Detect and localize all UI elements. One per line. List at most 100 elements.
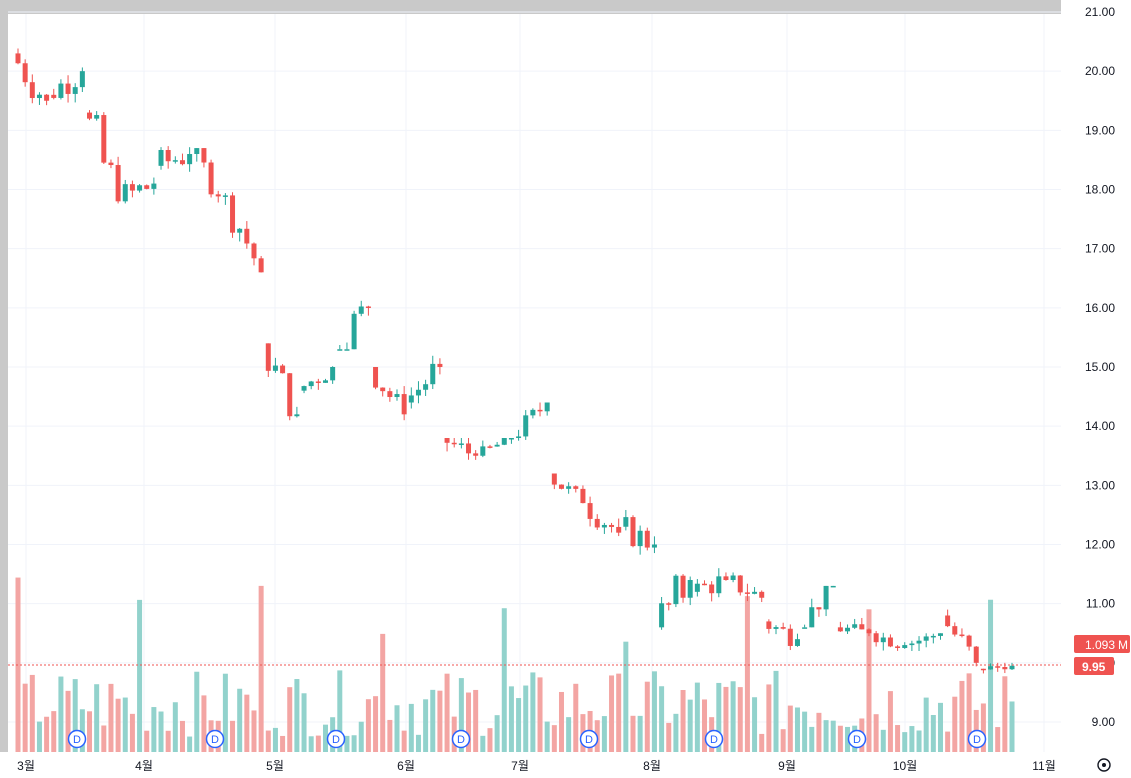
candle-body [945,615,951,627]
volume-bar [666,722,672,752]
candle-body [673,575,679,605]
dividend-marker[interactable]: D [326,729,346,749]
candle-body [408,395,414,403]
candle-body [137,185,143,191]
price-label: 21.00 [1085,5,1115,19]
candle-body [308,381,314,387]
month-label: 8월 [643,759,661,773]
candle-body [980,668,986,671]
dividend-marker[interactable]: D [67,729,87,749]
volume-bar [187,736,193,752]
volume-bar [351,735,357,752]
volume-bar [280,735,286,752]
volume-bar [909,726,915,752]
volume-bar [144,730,150,752]
month-label: 5월 [266,759,284,773]
volume-bar [258,585,264,752]
volume-bar [466,692,472,752]
volume-bar [866,609,872,752]
candle-body [115,165,121,202]
volume-bar [702,699,708,752]
candle-body [315,381,321,383]
candle-body [623,517,629,527]
candle-body [680,575,686,598]
volume-bar [630,715,636,752]
candle-body [909,643,915,646]
candle-body [108,162,114,166]
volume-bar [458,678,464,752]
candle-body [845,627,851,632]
dividend-marker[interactable]: D [451,729,471,749]
dividend-marker[interactable]: D [205,729,225,749]
candle-body [816,607,822,610]
plot-area[interactable] [8,14,1061,752]
price-label: 14.00 [1085,419,1115,433]
candle-body [51,94,57,98]
candle-body [644,530,650,548]
candle-body [122,184,128,202]
time-axis-labels: 3월 4월 5월 6월 7월 8월 9월 10월 11월 [17,759,1056,773]
candle-body [523,415,529,437]
candle-body [158,150,164,166]
settings-button[interactable] [1097,758,1111,772]
volume-bar [94,684,100,752]
candle-body [29,82,35,99]
volume-bar [1009,701,1015,752]
price-label: 12.00 [1085,538,1115,552]
gear-icon[interactable] [1097,758,1111,772]
dividend-marker[interactable]: D [967,729,987,749]
candle-body [72,87,78,94]
candle-body [916,640,922,644]
candle-body [487,446,493,448]
volume-bar [694,682,700,752]
candle-body [22,63,28,83]
candle-body [516,436,522,438]
volume-bar [794,707,800,752]
volume-bar [930,714,936,752]
candle-body [473,453,479,456]
volume-bar [44,716,50,752]
volume-bar [308,736,314,752]
volume-bar [87,711,93,752]
candle-body [337,349,343,351]
volume-bar [79,709,85,752]
candle-body [358,306,364,314]
volume-bar [945,731,951,752]
volume-bar [730,681,736,752]
candle-body [773,627,779,629]
price-label: 11.00 [1086,597,1115,611]
volume-bar [494,715,500,752]
month-label: 4월 [135,759,153,773]
candle-body [616,526,622,533]
volume-bar [230,720,236,752]
dividend-marker[interactable]: D [704,729,724,749]
volume-bar [637,715,643,752]
volume-bar [902,732,908,752]
volume-bar [887,691,893,752]
volume-bar [194,671,200,752]
dividend-marker[interactable]: D [847,729,867,749]
volume-bar [72,679,78,752]
volume-bar [322,724,328,752]
price-label: 17.00 [1085,242,1115,256]
dividend-marker-circle [704,729,724,749]
volume-bar [530,672,536,752]
volume-bar [294,679,300,752]
candle-body [330,367,336,381]
candle-body [609,524,615,527]
volume-bar [222,673,228,752]
volume-bar [430,689,436,752]
time-axis[interactable] [0,752,1131,778]
candle-body [1002,666,1008,670]
dividend-marker-label: D [710,734,718,746]
volume-bar [830,720,836,752]
volume-bar [601,716,607,752]
volume-bar [816,712,822,752]
candle-body [301,386,307,391]
volume-bar [837,725,843,752]
dividend-marker[interactable]: D [579,729,599,749]
month-label: 7월 [511,759,529,773]
candle-body [752,591,758,594]
